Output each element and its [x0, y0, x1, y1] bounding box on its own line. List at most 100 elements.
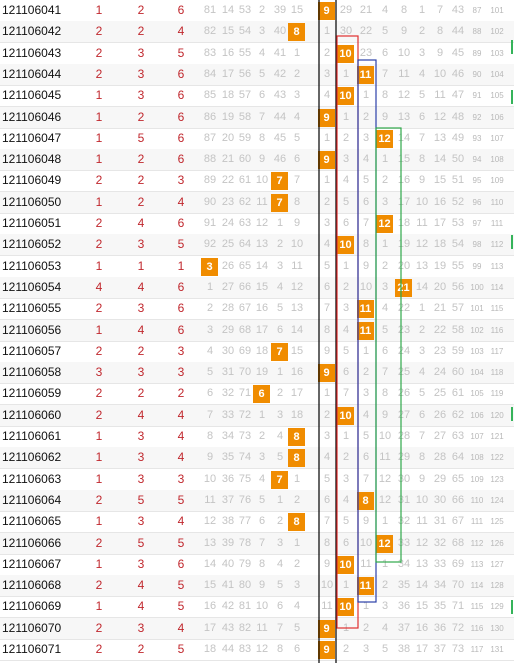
table-row: 121106055 2 3 6 2 28 67 16 5 13 7 3 11 4 22 1 21 57 101 115 — [0, 298, 514, 321]
miss-count: 10 — [255, 600, 269, 613]
issue-number: 121106066 — [2, 535, 62, 550]
hit-cell: 9 — [318, 641, 335, 659]
miss-count: 124 — [490, 495, 504, 505]
miss-count: 36 — [221, 472, 235, 485]
miss-count: 2 — [323, 195, 331, 208]
miss-count: 20 — [433, 280, 447, 293]
miss-count: 56 — [451, 280, 465, 293]
miss-count: 1 — [323, 387, 331, 400]
miss-count: 76 — [238, 493, 252, 506]
miss-count: 4 — [342, 174, 350, 187]
miss-count: 3 — [276, 259, 284, 272]
miss-count: 3 — [342, 153, 350, 166]
miss-count: 7 — [323, 515, 331, 528]
draw-digit: 2 — [95, 45, 103, 60]
issue-number: 121106070 — [2, 620, 62, 635]
hit-cell: 12 — [376, 534, 393, 553]
miss-count: 31 — [397, 493, 411, 506]
table-row: 121106054 4 4 6 1 27 66 15 4 12 6 2 10 3 21 14 20 56 100 11… — [0, 276, 514, 299]
miss-count: 3 — [276, 536, 284, 549]
miss-count: 3 — [381, 195, 389, 208]
miss-count: 31 — [433, 515, 447, 528]
miss-count: 2 — [342, 451, 350, 464]
miss-count: 46 — [273, 153, 287, 166]
miss-count: 3 — [342, 302, 350, 315]
draw-digit: 2 — [137, 343, 145, 358]
miss-count: 83 — [238, 643, 252, 655]
miss-count: 3 — [362, 131, 370, 144]
table-row: 121106046 1 2 6 86 19 58 7 44 4 9 1 2 9 13 6 12 48 92 106 — [0, 106, 514, 129]
miss-count: 3 — [342, 472, 350, 485]
miss-count: 14 — [415, 579, 429, 592]
miss-count: 1 — [276, 366, 284, 379]
miss-count: 13 — [397, 110, 411, 123]
miss-count: 19 — [221, 110, 235, 123]
miss-count: 13 — [290, 302, 304, 315]
miss-count: 4 — [276, 280, 284, 293]
miss-count: 6 — [293, 643, 301, 655]
miss-count: 5 — [381, 25, 389, 38]
draw-digit: 6 — [177, 88, 185, 103]
miss-count: 10 — [415, 195, 429, 208]
miss-count: 25 — [433, 387, 447, 400]
miss-count: 1 — [418, 4, 426, 16]
miss-count: 63 — [238, 217, 252, 229]
miss-count: 5 — [418, 387, 426, 400]
miss-count: 1 — [418, 302, 426, 315]
miss-count: 9 — [323, 344, 331, 357]
miss-count: 22 — [221, 174, 235, 187]
table-row: 121106063 1 3 3 10 36 75 4 7 1 5 3 7 12 30 9 29 65 109 123 — [0, 469, 514, 491]
miss-count: 115 — [490, 304, 504, 314]
hit-cell: 7 — [271, 342, 288, 361]
miss-count: 41 — [221, 579, 235, 592]
miss-count: 30 — [397, 472, 411, 485]
miss-count: 116 — [470, 623, 484, 633]
miss-count: 15 — [255, 280, 269, 293]
issue-number: 121106071 — [2, 642, 62, 656]
miss-count: 8 — [323, 536, 331, 549]
issue-number: 121106065 — [2, 514, 62, 529]
draw-digit: 5 — [177, 535, 185, 550]
issue-number: 121106045 — [2, 88, 62, 103]
issue-number: 121106062 — [2, 450, 62, 465]
miss-count: 6 — [381, 344, 389, 357]
miss-count: 1 — [293, 46, 301, 59]
draw-digit: 5 — [177, 237, 185, 252]
miss-count: 8 — [258, 557, 266, 570]
miss-count: 57 — [451, 302, 465, 315]
miss-count: 82 — [238, 621, 252, 634]
miss-count: 111 — [470, 517, 484, 527]
miss-count: 2 — [206, 302, 214, 315]
table-row: 121106044 2 3 6 84 17 56 5 42 2 3 1 11 7 11 4 10 46 90 104 — [0, 63, 514, 86]
miss-count: 1 — [362, 89, 370, 102]
miss-count: 12 — [415, 238, 429, 251]
hit-cell: 7 — [271, 172, 288, 191]
miss-count: 8 — [206, 430, 214, 442]
miss-count: 13 — [415, 557, 429, 570]
miss-count: 14 — [433, 153, 447, 166]
miss-count: 9 — [258, 579, 266, 592]
miss-count: 58 — [238, 110, 252, 123]
miss-count: 2 — [342, 643, 350, 655]
draw-digit: 3 — [137, 450, 145, 465]
miss-count: 10 — [203, 472, 217, 485]
miss-count: 117 — [490, 346, 504, 356]
draw-digit: 2 — [95, 578, 103, 593]
miss-count: 1 — [276, 217, 284, 229]
miss-count: 42 — [221, 600, 235, 613]
draw-digit: 2 — [95, 173, 103, 188]
miss-count: 12 — [397, 89, 411, 102]
miss-count: 23 — [397, 323, 411, 336]
miss-count: 5 — [276, 302, 284, 315]
miss-count: 15 — [221, 25, 235, 38]
issue-number: 121106041 — [2, 3, 62, 17]
miss-count: 8 — [436, 25, 444, 38]
miss-count: 12 — [433, 110, 447, 123]
miss-count: 114 — [470, 581, 484, 591]
miss-count: 127 — [490, 559, 504, 569]
miss-count: 12 — [255, 643, 269, 655]
miss-count: 3 — [293, 579, 301, 592]
miss-count: 6 — [362, 195, 370, 208]
hit-cell: 9 — [318, 108, 335, 127]
miss-count: 54 — [451, 238, 465, 251]
